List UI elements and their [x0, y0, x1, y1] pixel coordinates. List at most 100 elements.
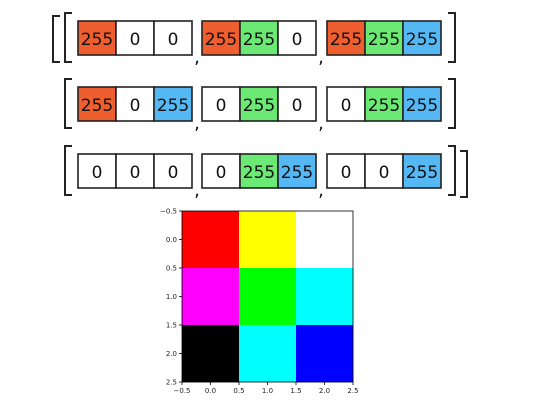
channel-value: 0 — [130, 30, 141, 50]
channel-value: 0 — [216, 163, 227, 183]
channel-cell — [402, 86, 442, 122]
x-tick-label: 0.5 — [233, 387, 244, 395]
channel-value: 255 — [205, 30, 237, 50]
heatmap-cell-1-2 — [239, 211, 297, 269]
channel-cell — [364, 86, 404, 122]
array-row-3: 0 0 0, 0 255 255, 0 0 255 — [64, 145, 456, 200]
channel-value: 0 — [341, 163, 352, 183]
heatmap-cell-1-1 — [182, 211, 240, 269]
row-bracket-left — [64, 145, 72, 196]
heatmap-cell-2-3 — [296, 268, 354, 326]
channel-cell — [326, 153, 366, 189]
row-bracket-right — [448, 145, 456, 196]
channel-value: 0 — [292, 96, 303, 116]
channel-value: 255 — [81, 96, 113, 116]
channel-value: 0 — [341, 96, 352, 116]
pixel-3-1: 0 0 0 — [77, 153, 193, 189]
heatmap-cell-2-1 — [182, 268, 240, 326]
row-bracket-left — [64, 12, 72, 63]
heatmap-cell-3-3 — [296, 325, 354, 383]
channel-cell — [277, 20, 317, 56]
channel-cell — [239, 20, 279, 56]
separator-comma: , — [318, 113, 324, 134]
pixel-1-2: 255 255 0 — [201, 20, 317, 56]
pixel-2-2: 0 255 0 — [201, 86, 317, 122]
heatmap-cell-1-3 — [296, 211, 354, 269]
channel-cell — [402, 153, 442, 189]
pixel-2-3: 0 255 255 — [326, 86, 442, 122]
x-tick-label: 2.5 — [347, 387, 358, 395]
channel-value: 255 — [368, 30, 400, 50]
rgb-image-plot: −0.5 0.0 0.5 1.0 1.5 2.0 2.5−0.50.00.51.01.52.… — [160, 208, 359, 396]
x-tick-label: 1.5 — [290, 387, 301, 395]
channel-cell — [277, 153, 317, 189]
channel-cell — [201, 86, 241, 122]
array-row-1: 255 0 0,255 255 0,255 255 255 — [64, 12, 456, 68]
channel-cell — [239, 153, 279, 189]
row-bracket-right — [448, 12, 456, 63]
row-bracket-left — [64, 78, 72, 129]
heatmap-cell-3-2 — [239, 325, 297, 383]
separator-comma: , — [194, 47, 200, 68]
channel-cell — [77, 20, 117, 56]
x-tick-label: 2.0 — [319, 387, 330, 395]
channel-value: 0 — [292, 30, 303, 50]
channel-value: 255 — [243, 163, 275, 183]
outer-bracket-left — [52, 15, 60, 63]
channel-cell — [153, 20, 193, 56]
channel-cell — [364, 20, 404, 56]
pixel-1-1: 255 0 0 — [77, 20, 193, 56]
array-row-2: 255 0 255, 0 255 0, 0 255 255 — [64, 78, 456, 134]
channel-value: 0 — [216, 96, 227, 116]
channel-cell — [326, 20, 366, 56]
channel-value: 255 — [157, 96, 189, 116]
channel-cell — [115, 20, 155, 56]
channel-cell — [115, 153, 155, 189]
channel-value: 255 — [243, 96, 275, 116]
y-tick-label: 0.5 — [166, 265, 177, 273]
channel-cell — [239, 86, 279, 122]
y-tick-label: 0.0 — [166, 236, 177, 244]
pixel-1-3: 255 255 255 — [326, 20, 442, 56]
channel-value: 0 — [92, 163, 103, 183]
channel-value: 0 — [130, 96, 141, 116]
axes: −0.5 0.0 0.5 1.0 1.5 2.0 2.5−0.50.00.51.01.52.… — [160, 208, 359, 396]
channel-cell — [402, 20, 442, 56]
channel-value: 255 — [243, 30, 275, 50]
pixel-2-1: 255 0 255 — [77, 86, 193, 122]
channel-cell — [153, 86, 193, 122]
y-tick-label: −0.5 — [160, 208, 177, 216]
outer-bracket-right — [460, 150, 468, 198]
x-tick-label: 0.0 — [205, 387, 216, 395]
channel-value: 255 — [81, 30, 113, 50]
row-bracket-right — [448, 78, 456, 129]
channel-value: 255 — [406, 163, 438, 183]
channel-cell — [77, 86, 117, 122]
pixel-3-2: 0 255 255 — [201, 153, 317, 189]
channel-value: 255 — [330, 30, 362, 50]
x-tick-label: −0.5 — [174, 387, 191, 395]
separator-comma: , — [318, 47, 324, 68]
channel-cell — [326, 86, 366, 122]
channel-value: 0 — [168, 30, 179, 50]
heatmap-cell-3-1 — [182, 325, 240, 383]
y-tick-label: 2.5 — [166, 379, 177, 387]
channel-value: 0 — [130, 163, 141, 183]
separator-comma: , — [194, 180, 200, 200]
channel-value: 255 — [368, 96, 400, 116]
y-tick-label: 2.0 — [166, 350, 177, 358]
heatmap-cells — [182, 211, 354, 383]
y-tick-label: 1.5 — [166, 322, 177, 330]
heatmap-cell-2-2 — [239, 268, 297, 326]
channel-value: 0 — [168, 163, 179, 183]
channel-cell — [153, 153, 193, 189]
separator-comma: , — [318, 180, 324, 200]
channel-cell — [77, 153, 117, 189]
y-tick-label: 1.0 — [166, 293, 177, 301]
channel-value: 255 — [406, 96, 438, 116]
channel-cell — [201, 153, 241, 189]
x-tick-label: 1.0 — [262, 387, 273, 395]
channel-value: 255 — [281, 163, 313, 183]
channel-value: 0 — [379, 163, 390, 183]
